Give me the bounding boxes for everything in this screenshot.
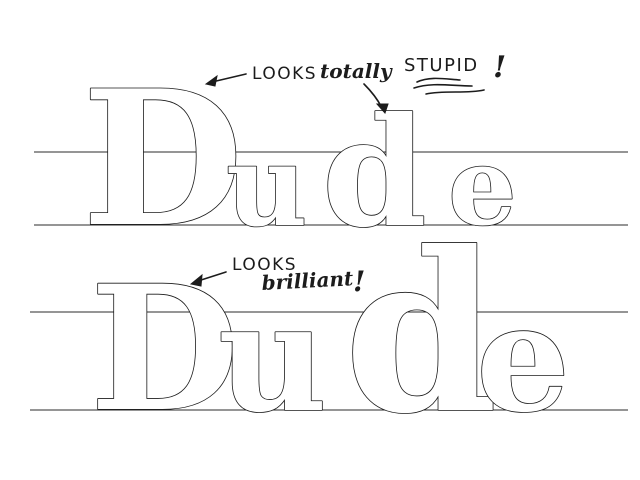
top-underline-squiggle-1 — [416, 77, 461, 83]
bottom-letter-u: u — [218, 270, 327, 446]
top-annotation-exclamation: ! — [493, 50, 506, 85]
bottom-letter-e: e — [476, 271, 570, 445]
bottom-arrow-left-head — [189, 273, 203, 287]
bottom-arrow-left-shaft — [197, 271, 227, 282]
top-underline-squiggle-3 — [425, 89, 485, 95]
top-annotation-emphasis: totally — [320, 59, 393, 83]
top-arrow-left-head — [204, 74, 218, 87]
top-arrow-down-head — [375, 103, 389, 114]
top-letter-e: e — [448, 124, 517, 250]
top-letter-d: d — [322, 85, 427, 261]
bottom-annotation-emphasis: brilliant — [261, 266, 355, 295]
bottom-annotation-exclamation: ! — [353, 265, 365, 298]
top-annotation-prefix: LOOKS — [252, 64, 317, 84]
top-arrow-left-shaft — [211, 73, 247, 83]
bottom-annotation: LOOKS brilliant ! — [189, 255, 365, 298]
top-underline-squiggle-2 — [413, 83, 473, 89]
top-annotation: LOOKS totally STUPID ! — [204, 50, 506, 114]
bottom-annotation-prefix: LOOKS — [232, 255, 297, 275]
bottom-letter-d: d — [344, 203, 498, 462]
bottom-letter-d-cap: D — [90, 247, 239, 450]
top-letter-d-cap: D — [82, 49, 243, 268]
top-letter-u: u — [226, 121, 307, 252]
top-annotation-suffix: STUPID — [404, 55, 479, 76]
